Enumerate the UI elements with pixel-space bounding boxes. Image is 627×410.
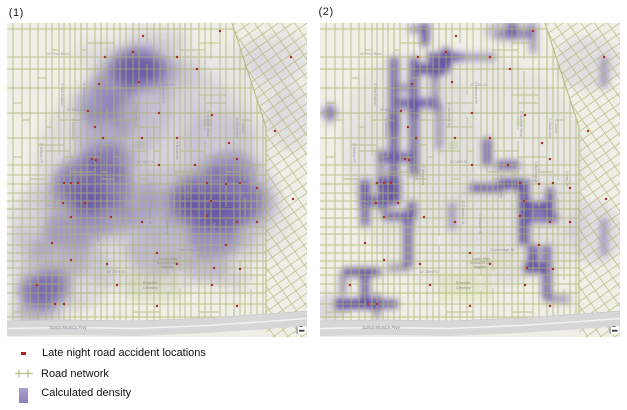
svg-text:S Bonnie Brae: S Bonnie Brae	[206, 111, 211, 138]
svg-text:S Wilton Pl: S Wilton Pl	[39, 143, 44, 163]
svg-text:W Adams Blvd: W Adams Blvd	[360, 203, 386, 208]
svg-text:W Washington Blvd: W Washington Blvd	[67, 107, 102, 112]
svg-text:W 18th St: W 18th St	[137, 159, 155, 164]
svg-text:School Of Los: School Of Los	[157, 261, 179, 265]
svg-text:Arlington: Arlington	[53, 193, 58, 209]
svg-text:Loyola High: Loyola High	[159, 257, 177, 261]
svg-text:S Manhattan: S Manhattan	[60, 83, 65, 106]
svg-text:Magnolia: Magnolia	[212, 223, 217, 240]
svg-text:S Kingsley Dr: S Kingsley Dr	[434, 91, 439, 116]
svg-text:S Burlington: S Burlington	[221, 161, 226, 183]
svg-text:W Adams Blvd: W Adams Blvd	[47, 203, 73, 208]
svg-text:S Harvard Bl: S Harvard Bl	[474, 81, 479, 104]
svg-text:S Hoover St: S Hoover St	[165, 213, 170, 235]
svg-text:S Wilton Pl: S Wilton Pl	[352, 143, 357, 163]
svg-text:W Pico Blvd: W Pico Blvd	[360, 51, 382, 56]
svg-text:W 18th St: W 18th St	[450, 159, 468, 164]
svg-text:S Catalina St: S Catalina St	[148, 201, 153, 225]
svg-text:Loyola High: Loyola High	[472, 257, 490, 261]
svg-text:School Of Los: School Of Los	[470, 261, 492, 265]
svg-text:S Union Ave: S Union Ave	[513, 173, 518, 196]
svg-text:Santa Monica Fwy: Santa Monica Fwy	[362, 325, 400, 330]
svg-text:S Harvard: S Harvard	[409, 223, 414, 241]
svg-text:Loma Dr: Loma Dr	[565, 171, 570, 187]
svg-text:S Gramercy: S Gramercy	[71, 118, 76, 139]
svg-text:W 23rd St: W 23rd St	[107, 269, 126, 274]
svg-text:S Western Ave: S Western Ave	[395, 83, 400, 110]
svg-text:S Bonnie Brae: S Bonnie Brae	[519, 111, 524, 138]
svg-text:W 23rd St: W 23rd St	[420, 269, 439, 274]
svg-text:S Union: S Union	[554, 119, 559, 133]
svg-text:S Western Ave: S Western Ave	[82, 83, 87, 110]
svg-text:Loma Dr: Loma Dr	[252, 171, 257, 187]
svg-text:S Normandie A: S Normandie A	[415, 153, 420, 180]
svg-text:W 15th St: W 15th St	[520, 178, 538, 183]
svg-text:S Catalina St: S Catalina St	[461, 201, 466, 225]
svg-text:W Washington Blvd: W Washington Blvd	[380, 107, 415, 112]
svg-text:Cambridge St: Cambridge St	[177, 247, 202, 252]
svg-text:Rosedale: Rosedale	[143, 281, 157, 285]
svg-text:Angeles: Angeles	[474, 265, 487, 269]
svg-text:S Alvarado: S Alvarado	[235, 118, 240, 138]
svg-text:W 15th St: W 15th St	[207, 178, 225, 183]
svg-text:S Mariposa: S Mariposa	[108, 165, 113, 186]
svg-text:Santa Monica Fwy: Santa Monica Fwy	[49, 325, 87, 330]
svg-text:Cemetery: Cemetery	[456, 286, 471, 290]
svg-text:S Mariposa: S Mariposa	[421, 165, 426, 186]
svg-text:Cambridge St: Cambridge St	[490, 247, 515, 252]
svg-text:Arlington: Arlington	[366, 193, 371, 209]
svg-text:Cemetery: Cemetery	[143, 286, 158, 290]
svg-text:S Alvarado: S Alvarado	[548, 118, 553, 138]
svg-text:S Hoover St: S Hoover St	[478, 213, 483, 235]
svg-text:S New Hamp: S New Hamp	[186, 175, 191, 199]
svg-text:S Berendo: S Berendo	[175, 141, 180, 161]
svg-text:S New Hamp: S New Hamp	[499, 175, 504, 199]
svg-text:S Berendo: S Berendo	[488, 141, 493, 161]
svg-text:S Burlington: S Burlington	[534, 161, 539, 183]
svg-text:S Harvard: S Harvard	[96, 223, 101, 241]
svg-text:S Normandie A: S Normandie A	[102, 153, 107, 180]
svg-text:Magnolia: Magnolia	[525, 223, 530, 240]
svg-text:S Union Ave: S Union Ave	[200, 173, 205, 196]
svg-text:S Gramercy: S Gramercy	[384, 118, 389, 139]
svg-text:S Kingsley Dr: S Kingsley Dr	[121, 91, 126, 116]
svg-text:W 14th St: W 14th St	[157, 82, 175, 87]
svg-text:W Pico Blvd: W Pico Blvd	[47, 51, 69, 56]
svg-text:Rosedale: Rosedale	[456, 281, 470, 285]
svg-text:S Union: S Union	[241, 119, 246, 133]
svg-text:W 14th St: W 14th St	[470, 82, 488, 87]
svg-text:S Manhattan: S Manhattan	[373, 83, 378, 106]
svg-text:S Vermont Av: S Vermont Av	[134, 103, 139, 127]
svg-text:S Vermont Av: S Vermont Av	[447, 103, 452, 127]
svg-text:Angeles: Angeles	[161, 265, 174, 269]
svg-text:S Harvard Bl: S Harvard Bl	[161, 81, 166, 104]
